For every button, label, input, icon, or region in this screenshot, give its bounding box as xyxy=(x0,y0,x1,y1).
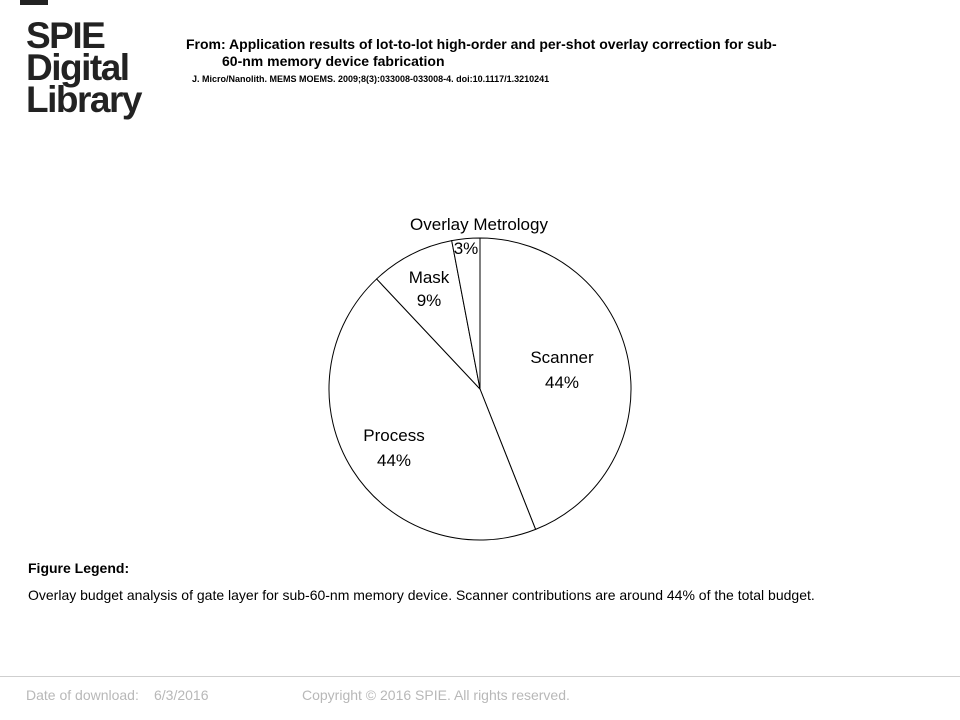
slice-value-overlay-metrology: 3% xyxy=(454,239,479,258)
slice-value-mask: 9% xyxy=(417,291,442,310)
figure-legend-text: Overlay budget analysis of gate layer fo… xyxy=(28,587,815,603)
article-title: From: Application results of lot-to-lot … xyxy=(186,36,886,70)
figure-legend-title: Figure Legend: xyxy=(28,560,130,576)
copyright-text: Copyright © 2016 SPIE. All rights reserv… xyxy=(302,687,570,703)
spie-digital-library-logo: SPIE Digital Library xyxy=(26,15,148,120)
slice-label-scanner: Scanner xyxy=(530,348,594,367)
footer-divider xyxy=(0,676,960,677)
slice-label-overlay-metrology: Overlay Metrology xyxy=(410,215,548,234)
pie-slice-scanner xyxy=(479,237,632,531)
top-corner-mark xyxy=(20,0,48,5)
slice-value-process: 44% xyxy=(377,451,411,470)
logo-line-1: SPIE xyxy=(26,15,106,56)
pie-slice-process xyxy=(328,278,537,541)
article-title-line-2: 60-nm memory device fabrication xyxy=(222,53,445,69)
pie-slice-overlay-metrology xyxy=(451,237,481,390)
download-date-label: Date of download: xyxy=(26,687,139,703)
logo-line-3: Library xyxy=(26,79,142,120)
download-date-value: 6/3/2016 xyxy=(154,687,209,703)
journal-citation: J. Micro/Nanolith. MEMS MOEMS. 2009;8(3)… xyxy=(192,74,550,84)
slice-label-process: Process xyxy=(363,426,424,445)
slice-value-scanner: 44% xyxy=(545,373,579,392)
slice-label-mask: Mask xyxy=(409,268,450,287)
logo-line-2: Digital xyxy=(26,47,130,88)
pie-slice-mask xyxy=(375,240,481,391)
article-title-line-1: From: Application results of lot-to-lot … xyxy=(186,36,777,52)
